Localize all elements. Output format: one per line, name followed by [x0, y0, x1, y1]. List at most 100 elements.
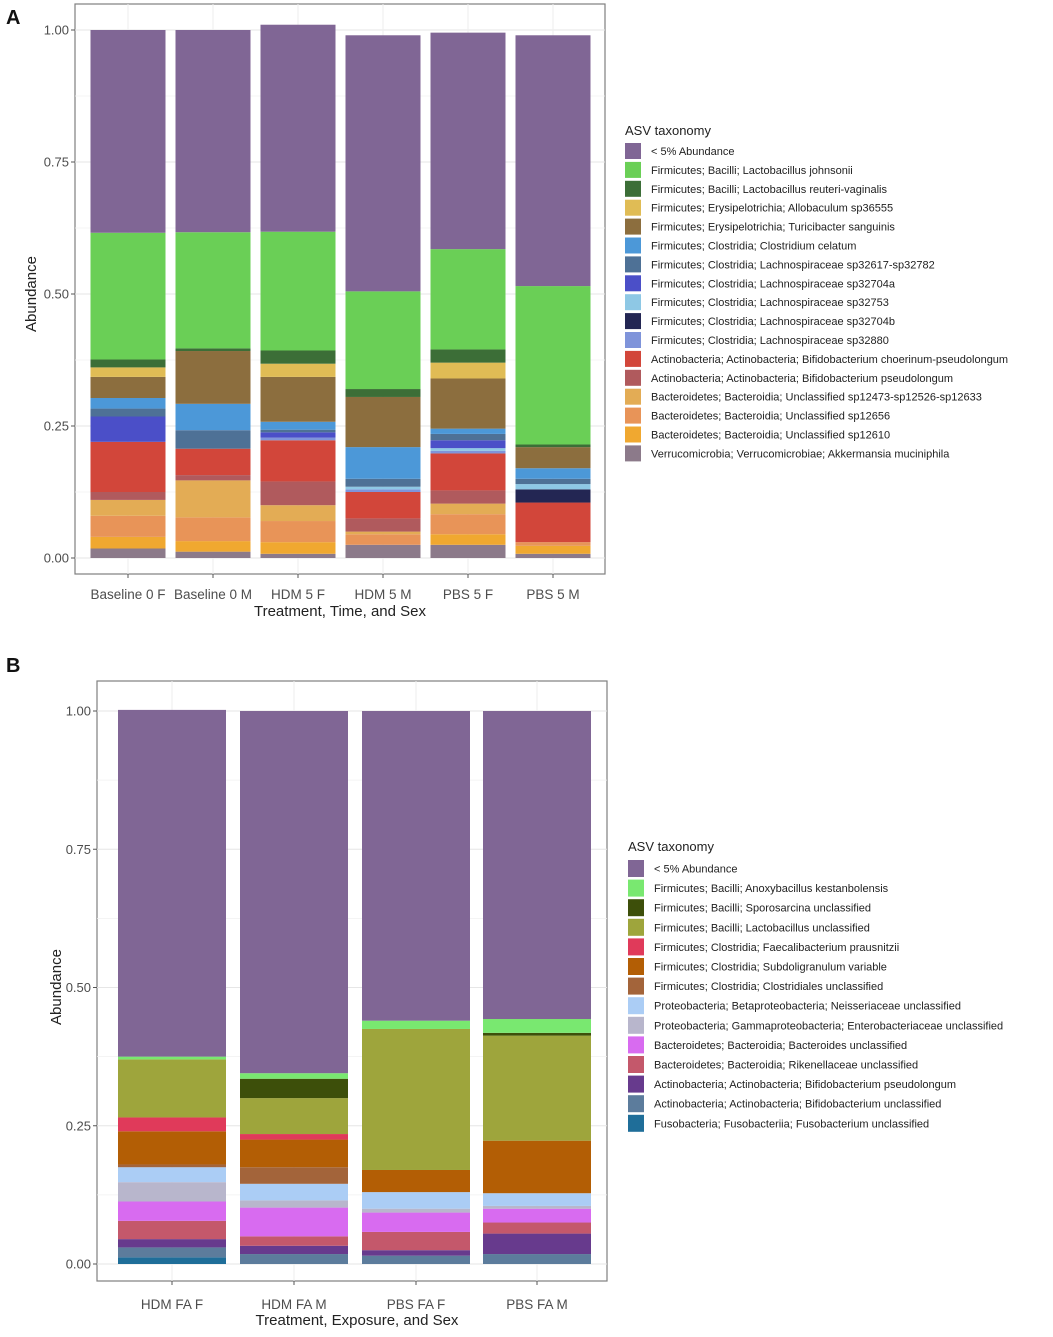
bar-segment-firmicutes-bacilli-lactobacillus-johnsonii: HDM 5 F — Firmicutes; Bacilli; Lactobaci… — [260, 231, 336, 351]
bar-segment-actinobacteria-actinobacteria-bifidobacterium-unclassified: PBS FA F — Actinobacteria; Actinobacteri… — [362, 1255, 470, 1264]
panel-b: B 0.00 0.25 0.50 0.75 1.00 HDM FA F — Fusobact… — [6, 655, 1003, 1329]
bar-segment-bacteroidetes-bacteroidia-rikenellaceae-unclassified: PBS FA M — Bacteroidetes; Bacteroidia; R… — [483, 1222, 591, 1234]
bar-segment-firmicutes-erysipelotrichia-turicibacter-sanguinis: PBS 5 M — Firmicutes; Erysipelotrichia; … — [515, 447, 591, 469]
legend-label: Firmicutes; Bacilli; Lactobacillus uncla… — [654, 922, 870, 934]
bar-segment-bacteroidetes-bacteroidia-unclassified-sp12473-sp12526-sp12633: Baseline 0 M — Bacteroidetes; Bacteroidi… — [175, 480, 251, 518]
legend-swatch — [628, 1056, 644, 1073]
y-tick-label: 0.25 — [66, 1118, 91, 1133]
legend: ASV taxonomy < 5% Abundance Firmicutes; Ba… — [628, 839, 1003, 1132]
legend-label: Firmicutes; Clostridia; Clostridiales un… — [654, 981, 883, 993]
x-tick-label: HDM FA F — [141, 1297, 203, 1312]
bar-segment-firmicutes-clostridia-subdoligranulum-variable: PBS FA M — Firmicutes; Clostridia; Subdo… — [483, 1140, 591, 1194]
legend-swatch — [625, 426, 641, 443]
legend-item: Firmicutes; Clostridia; Clostridiales un… — [628, 977, 883, 995]
bar-segment-actinobacteria-actinobacteria-bifidobacterium-pseudolongum: HDM FA F — Actinobacteria; Actinobacteri… — [118, 1239, 226, 1248]
bar-segment-actinobacteria-actinobacteria-bifidobacterium-pseudolongum: PBS FA M — Actinobacteria; Actinobacteri… — [483, 1233, 591, 1255]
x-tick-label: PBS 5 M — [526, 587, 579, 602]
legend-swatch — [628, 938, 644, 956]
legend-item: Actinobacteria; Actinobacteria; Bifidoba… — [625, 350, 1008, 367]
legend-swatch — [628, 1016, 644, 1034]
legend-item: Bacteroidetes; Bacteroidia; Unclassified… — [625, 388, 982, 405]
y-tick-label: 0.00 — [44, 551, 69, 566]
bar-segment-5-abundance: PBS 5 F — < 5% Abundance: 0.41 — [430, 32, 506, 250]
bar-segment-5-abundance: Baseline 0 M — < 5% Abundance: 0.383 — [175, 30, 251, 233]
legend-item: Firmicutes; Clostridia; Clostridium cela… — [625, 237, 856, 254]
legend-label: Bacteroidetes; Bacteroidia; Bacteroides … — [654, 1040, 907, 1052]
y-axis-title: Abundance — [48, 949, 65, 1025]
bar-segment-actinobacteria-actinobacteria-bifidobacterium-pseudolongum: PBS FA F — Actinobacteria; Actinobacteri… — [362, 1250, 470, 1256]
legend-label: Firmicutes; Bacilli; Anoxybacillus kesta… — [654, 883, 889, 895]
legend-swatch — [625, 218, 641, 235]
bar-segment-firmicutes-clostridia-lachnospiraceae-sp32617-sp32782: Baseline 0 F — Firmicutes; Clostridia; L… — [90, 408, 166, 417]
legend-label: < 5% Abundance — [651, 146, 735, 158]
bar-segment-firmicutes-bacilli-anoxybacillus-kestanbolensis: HDM FA F — Firmicutes; Bacilli; Anoxybac… — [118, 1056, 226, 1060]
y-tick-label: 1.00 — [44, 23, 69, 38]
legend-swatch — [625, 143, 641, 159]
bar-segment-bacteroidetes-bacteroidia-unclassified-sp12473-sp12526-sp12633: Baseline 0 F — Bacteroidetes; Bacteroidi… — [90, 499, 166, 516]
legend-swatch — [625, 313, 641, 330]
legend-swatch — [628, 918, 644, 936]
legend-item: Bacteroidetes; Bacteroidia; Unclassified… — [625, 426, 890, 443]
bar-segment-firmicutes-clostridia-lachnospiraceae-sp32704a: Baseline 0 F — Firmicutes; Clostridia; L… — [90, 416, 166, 442]
legend-item: Firmicutes; Bacilli; Lactobacillus uncla… — [628, 918, 870, 936]
bar-pbs-5-m: PBS 5 M — Verrucomicrobia; Verrucomicrob… — [515, 35, 591, 558]
bar-segment-firmicutes-erysipelotrichia-turicibacter-sanguinis: Baseline 0 F — Firmicutes; Erysipelotric… — [90, 376, 166, 399]
legend-swatch — [628, 860, 644, 877]
legend-swatch — [625, 237, 641, 254]
legend-item: Firmicutes; Clostridia; Lachnospiraceae … — [625, 275, 896, 292]
bar-segment-bacteroidetes-bacteroidia-unclassified-sp12610: HDM 5 F — Bacteroidetes; Bacteroidia; Un… — [260, 542, 336, 554]
bar-segment-firmicutes-clostridia-clostridium-celatum: HDM 5 M — Firmicutes; Clostridia; Clostr… — [345, 447, 421, 479]
bar-pbs-fa-f: PBS FA F — Actinobacteria; Actinobacteri… — [362, 711, 470, 1264]
bar-segment-firmicutes-erysipelotrichia-turicibacter-sanguinis: PBS 5 F — Firmicutes; Erysipelotrichia; … — [430, 378, 506, 429]
legend-swatch — [628, 977, 644, 995]
legend-label: Firmicutes; Clostridia; Lachnospiraceae … — [651, 259, 935, 271]
bar-segment-actinobacteria-actinobacteria-bifidobacterium-unclassified: HDM FA F — Actinobacteria; Actinobacteri… — [118, 1247, 226, 1258]
legend-item: Firmicutes; Erysipelotrichia; Turicibact… — [625, 218, 895, 235]
bar-segment-firmicutes-clostridia-subdoligranulum-variable: PBS FA F — Firmicutes; Clostridia; Subdo… — [362, 1169, 470, 1193]
bar-segment-firmicutes-erysipelotrichia-turicibacter-sanguinis: HDM 5 M — Firmicutes; Erysipelotrichia; … — [345, 396, 421, 448]
bar-segment-firmicutes-bacilli-lactobacillus-johnsonii: PBS 5 M — Firmicutes; Bacilli; Lactobaci… — [515, 286, 591, 445]
bar-segment-firmicutes-bacilli-lactobacillus-reuteri-vaginalis: HDM 5 M — Firmicutes; Bacilli; Lactobaci… — [345, 389, 421, 397]
legend-item: Firmicutes; Erysipelotrichia; Allobaculu… — [625, 199, 893, 216]
bar-segment-bacteroidetes-bacteroidia-unclassified-sp12473-sp12526-sp12633: PBS 5 F — Bacteroidetes; Bacteroidia; Un… — [430, 503, 506, 515]
legend-item: Firmicutes; Bacilli; Sporosarcina unclas… — [628, 899, 871, 917]
legend-item: Bacteroidetes; Bacteroidia; Unclassified… — [625, 407, 890, 424]
legend-label: Firmicutes; Clostridia; Faecalibacterium… — [654, 942, 899, 954]
bar-segment-proteobacteria-gammaproteobacteria-enterobacteriaceae-unclassified: HDM FA F — Proteobacteria; Gammaproteoba… — [118, 1182, 226, 1202]
bar-segment-firmicutes-clostridia-lachnospiraceae-sp32704a: HDM 5 F — Firmicutes; Clostridia; Lachno… — [260, 432, 336, 438]
bar-segment-firmicutes-clostridia-lachnospiraceae-sp32617-sp32782: HDM 5 F — Firmicutes; Clostridia; Lachno… — [260, 429, 336, 433]
legend-label: Verrucomicrobia; Verrucomicrobiae; Akker… — [651, 448, 950, 460]
bar-segment-firmicutes-clostridia-lachnospiraceae-sp32704b: PBS 5 M — Firmicutes; Clostridia; Lachno… — [515, 489, 591, 503]
bar-segment-5-abundance: HDM 5 M — < 5% Abundance: 0.485 — [345, 35, 421, 292]
bar-segment-firmicutes-bacilli-lactobacillus-reuteri-vaginalis: PBS 5 F — Firmicutes; Bacilli; Lactobaci… — [430, 349, 506, 363]
bar-segment-bacteroidetes-bacteroidia-bacteroides-unclassified: HDM FA M — Bacteroidetes; Bacteroidia; B… — [240, 1207, 348, 1237]
legend-title: ASV taxonomy — [628, 839, 714, 854]
legend-swatch — [628, 1036, 644, 1054]
legend-swatch — [625, 332, 641, 348]
legend-item: Firmicutes; Clostridia; Lachnospiraceae … — [625, 256, 935, 273]
bar-segment-proteobacteria-betaproteobacteria-neisseriaceae-unclassified: HDM FA M — Proteobacteria; Betaproteobac… — [240, 1183, 348, 1201]
bar-segment-bacteroidetes-bacteroidia-rikenellaceae-unclassified: PBS FA F — Bacteroidetes; Bacteroidia; R… — [362, 1231, 470, 1251]
x-tick-label: HDM 5 M — [355, 587, 412, 602]
bar-segment-firmicutes-clostridia-clostridium-celatum: Baseline 0 F — Firmicutes; Clostridia; C… — [90, 398, 166, 409]
bar-segment-firmicutes-clostridia-faecalibacterium-prausnitzii: HDM FA M — Firmicutes; Clostridia; Faeca… — [240, 1134, 348, 1140]
bar-segment-proteobacteria-betaproteobacteria-neisseriaceae-unclassified: PBS FA M — Proteobacteria; Betaproteobac… — [483, 1193, 591, 1206]
bar-segment-5-abundance: PBS 5 M — < 5% Abundance: 0.475 — [515, 35, 591, 287]
bar-hdm-5-m: HDM 5 M — Verrucomicrobia; Verrucomicrob… — [345, 35, 421, 558]
bar-segment-fusobacteria-fusobacteriia-fusobacterium-unclassified: HDM FA F — Fusobacteria; Fusobacteriia; … — [118, 1257, 226, 1264]
bar-hdm-5-f: HDM 5 F — Verrucomicrobia; Verrucomicrob… — [260, 24, 336, 558]
legend-swatch — [625, 407, 641, 424]
bar-segment-firmicutes-bacilli-lactobacillus-reuteri-vaginalis: Baseline 0 M — Firmicutes; Bacilli; Lact… — [175, 348, 251, 352]
legend: ASV taxonomy < 5% Abundance Firmicutes; Ba… — [625, 123, 1008, 462]
legend-label: Proteobacteria; Betaproteobacteria; Neis… — [654, 1001, 961, 1013]
bar-segment-5-abundance: PBS FA F — < 5% Abundance: 0.56 — [362, 711, 470, 1021]
x-axis-title: Treatment, Exposure, and Sex — [256, 1312, 459, 1329]
bar-segment-firmicutes-clostridia-faecalibacterium-prausnitzii: HDM FA F — Firmicutes; Clostridia; Faeca… — [118, 1117, 226, 1132]
legend-item: Firmicutes; Bacilli; Lactobacillus johns… — [625, 161, 853, 178]
y-tick-label: 1.00 — [66, 704, 91, 719]
bar-segment-firmicutes-clostridia-lachnospiraceae-sp32704a: PBS 5 F — Firmicutes; Clostridia; Lachno… — [430, 440, 506, 449]
legend-label: Firmicutes; Clostridia; Lachnospiraceae … — [651, 297, 889, 309]
bar-segment-actinobacteria-actinobacteria-bifidobacterium-pseudolongum: Baseline 0 M — Actinobacteria; Actinobac… — [175, 475, 251, 481]
legend-label: Firmicutes; Clostridia; Lachnospiraceae … — [651, 316, 895, 328]
